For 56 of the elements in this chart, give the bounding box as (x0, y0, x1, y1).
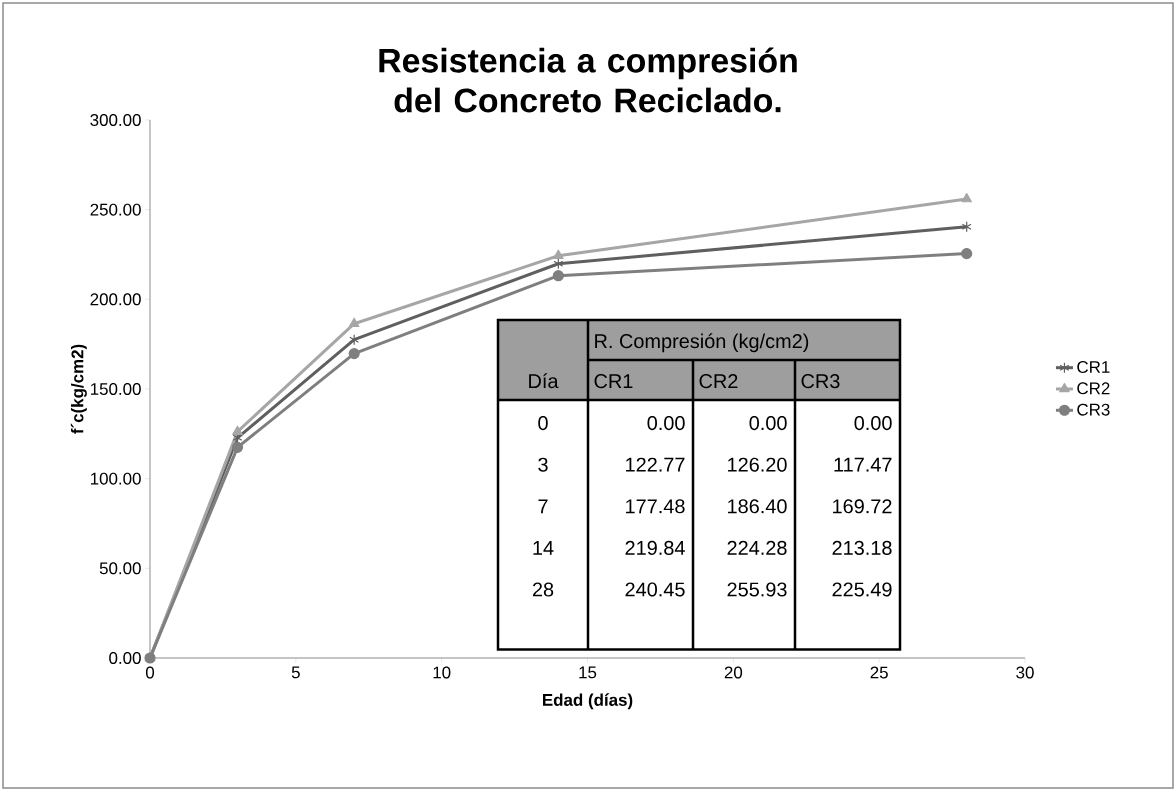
point (553, 249, 564, 260)
annotation: 126.20 (728, 457, 787, 472)
x-axis-title: Edad (días) (543, 693, 633, 710)
chart-title: Resistencia a compresión del Concreto Reciclado. (379, 47, 797, 113)
annotation: 0 (538, 416, 548, 431)
text: CR1 (594, 374, 633, 389)
annotation: 0.00 (854, 416, 892, 431)
y-axis-title: f´c(kg/cm2) (70, 344, 87, 434)
annotation: Día (529, 373, 559, 389)
annotation: 0.00 (647, 416, 685, 431)
y-tick-label: 300.00 (90, 113, 141, 126)
text: CR2 (699, 374, 738, 389)
annotation: 0.00 (749, 416, 787, 431)
annotation: 219.84 (625, 540, 685, 555)
annotation: 213.18 (832, 540, 892, 555)
y-tick-label: 150.00 (90, 382, 141, 395)
point (232, 425, 243, 436)
annotation: 117.47 (834, 457, 892, 472)
point (231, 441, 244, 453)
legend-label: CR3 (1077, 403, 1110, 416)
annotation: 224.28 (727, 540, 787, 555)
x-tick-label: 5 (291, 666, 300, 679)
text: CR3 (801, 374, 840, 389)
y-tick-label: 0.00 (109, 651, 141, 664)
annotation: 28 (532, 582, 554, 597)
x-tick-label: 10 (433, 666, 451, 679)
point (349, 334, 360, 346)
annotation: 177.48 (626, 499, 685, 514)
annotation: 169.72 (833, 499, 892, 514)
point (961, 248, 973, 260)
annotation: 7 (538, 499, 548, 514)
annotation: 225.49 (832, 582, 892, 597)
point (348, 348, 360, 360)
point (553, 258, 564, 270)
annotation: 186.40 (728, 499, 787, 514)
x-tick-label: 20 (724, 666, 743, 679)
x-tick-label: 30 (1016, 666, 1034, 679)
x-tick-label: 15 (579, 666, 597, 679)
annotation: 240.45 (625, 582, 685, 597)
x-tick-label: 25 (870, 666, 888, 679)
annotation: 3 (538, 457, 548, 472)
legend-label: CR2 (1077, 382, 1110, 395)
annotation: 14 (533, 541, 554, 555)
y-tick-label: 50.00 (99, 562, 141, 575)
point (552, 270, 564, 282)
annotation: R. Compresión (kg/cm2) (595, 333, 809, 353)
y-tick-label: 250.00 (90, 203, 141, 216)
y-tick-label: 200.00 (90, 293, 141, 306)
point (961, 192, 973, 203)
point (348, 317, 360, 328)
annotation: 122.77 (626, 457, 685, 472)
x-tick-label: 0 (145, 666, 155, 679)
y-tick-label: 100.00 (90, 472, 141, 485)
legend-label: CR1 (1077, 361, 1110, 374)
point (961, 221, 972, 233)
annotation: 255.93 (727, 582, 787, 597)
